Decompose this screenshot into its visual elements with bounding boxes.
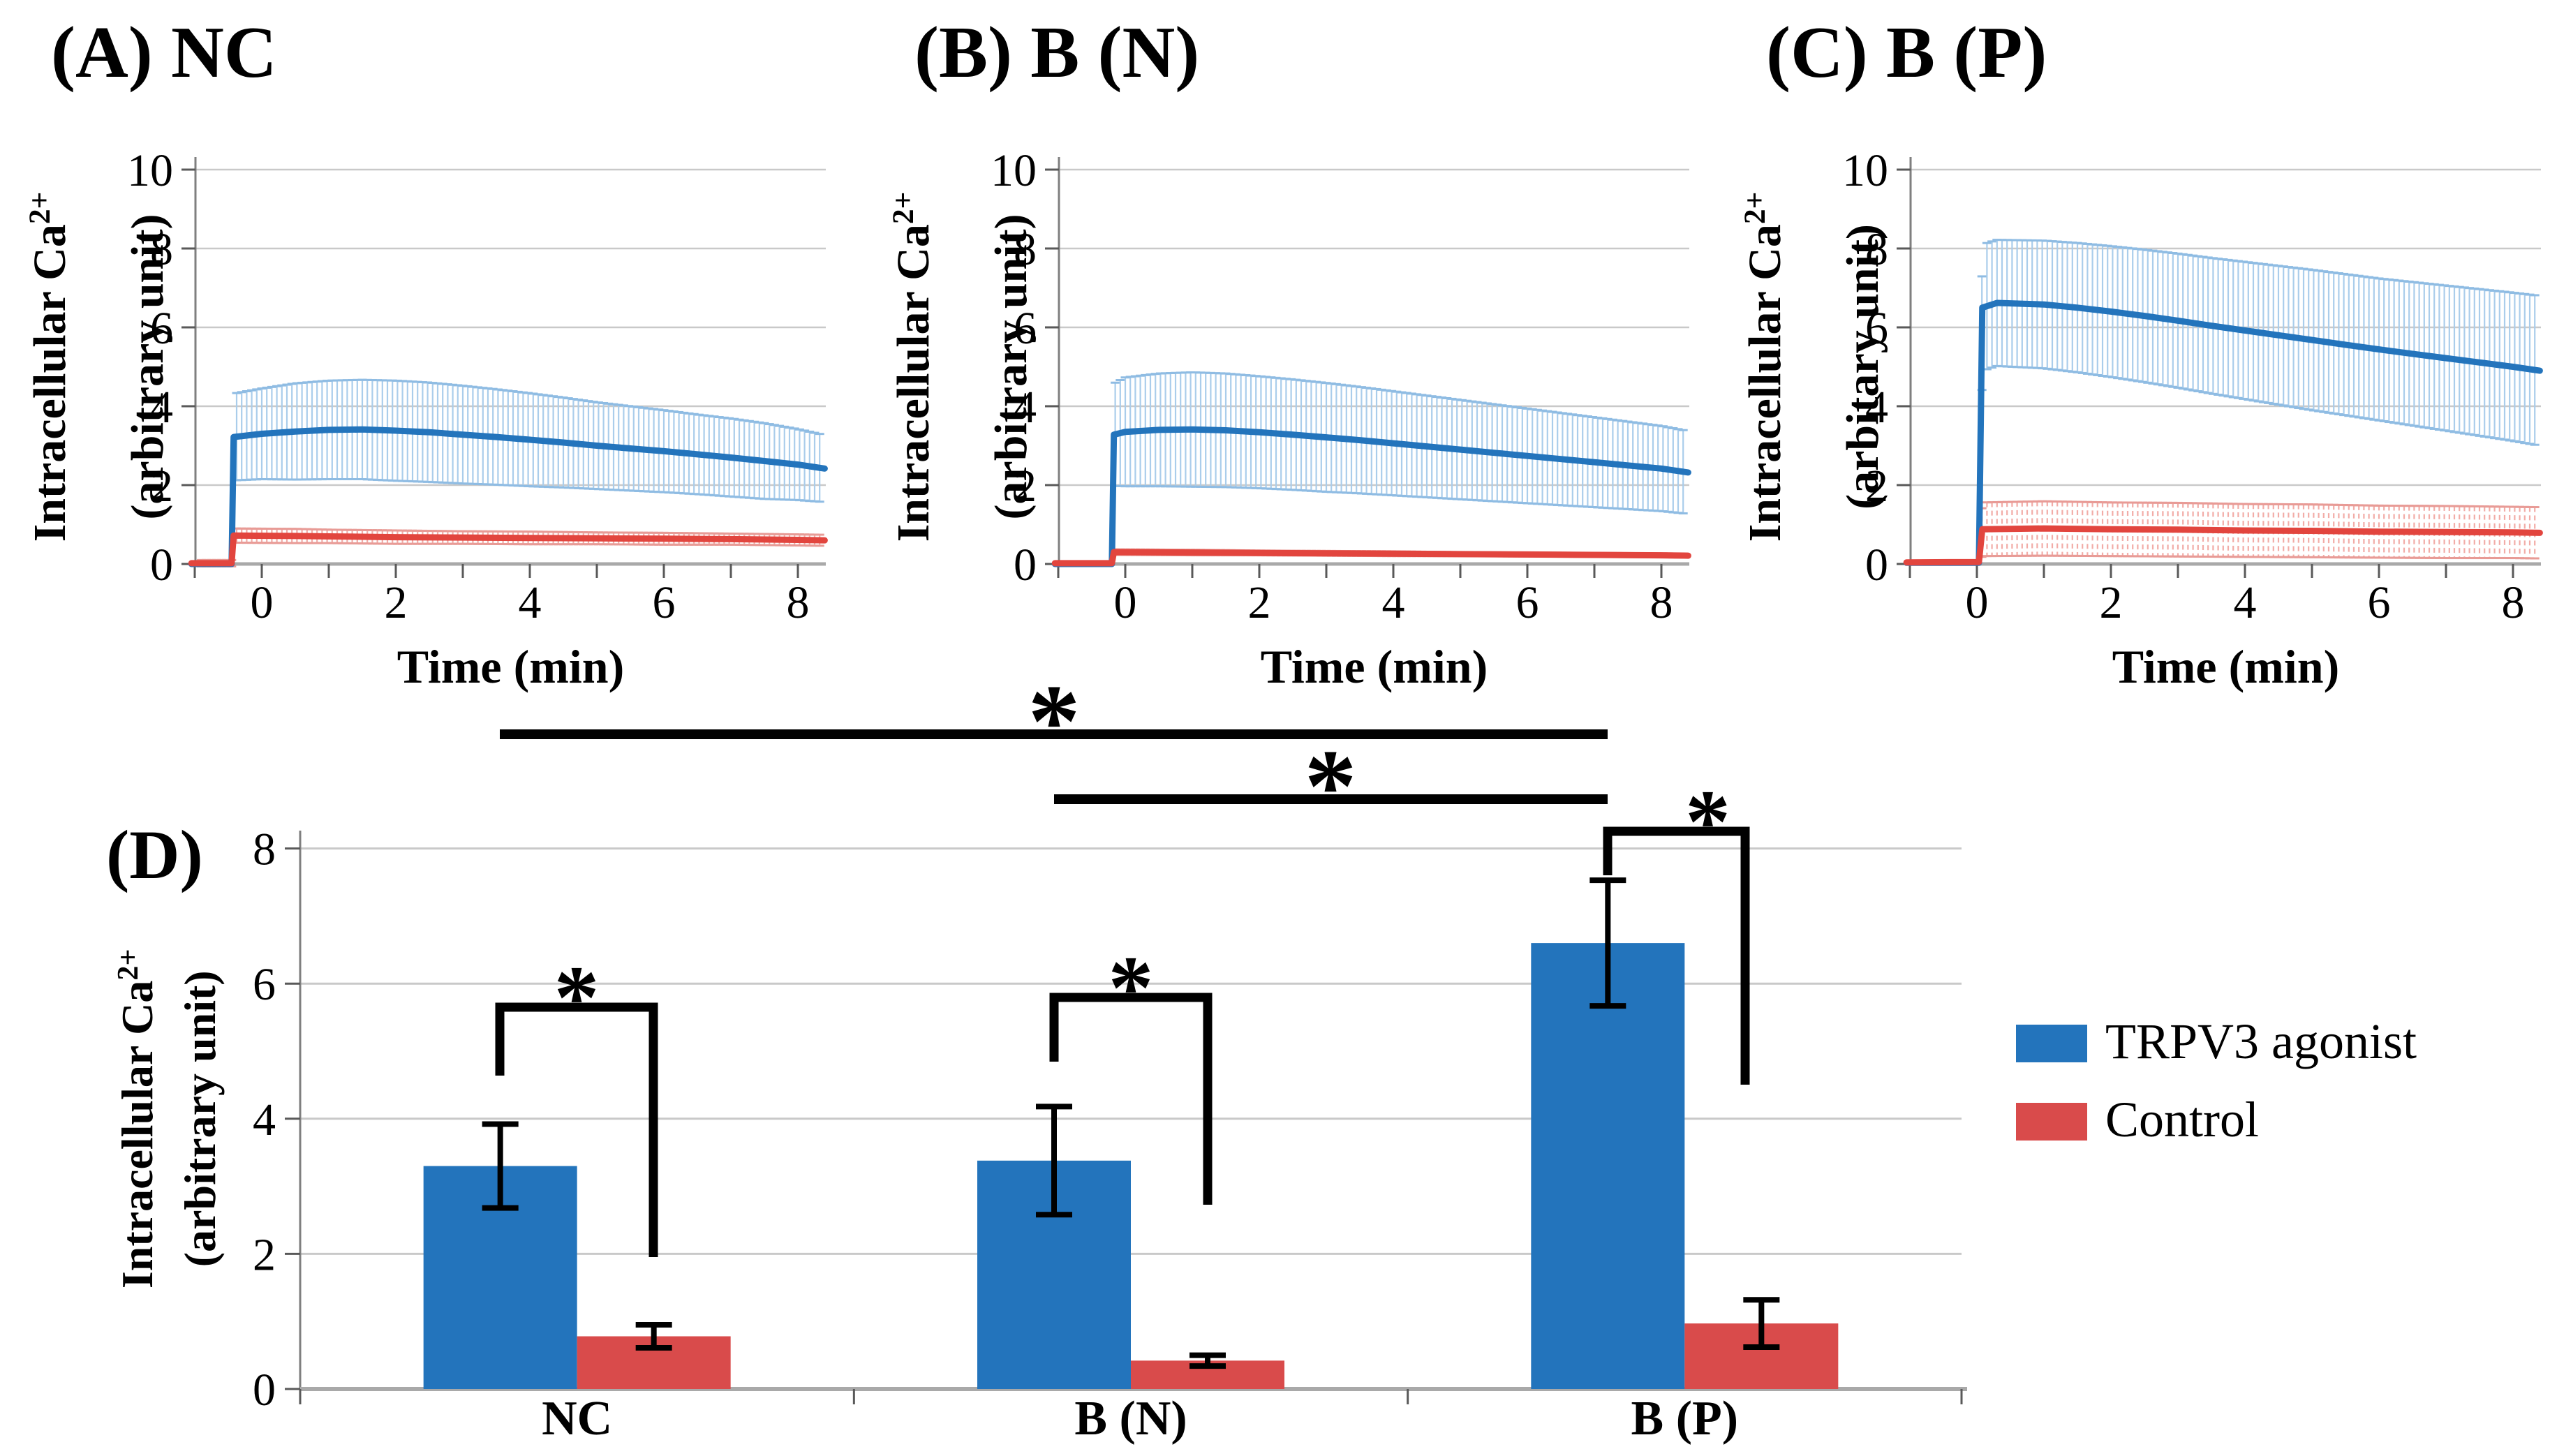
x-axis-title: Time (min) (397, 640, 625, 693)
x-axis-tick-label: 6 (2368, 577, 2391, 628)
x-axis-tick-label: 2 (1248, 577, 1271, 628)
x-axis-category-label: NC (542, 1392, 612, 1446)
control-line (188, 532, 828, 567)
y-axis-tick-label: 8 (253, 824, 276, 875)
y-axis-label: (arbitary unit) (1837, 224, 1888, 510)
panel-title: (B) B (N) (914, 11, 1199, 93)
y-axis-tick-label: 8 (150, 224, 173, 275)
x-axis-tick-label: 0 (1114, 577, 1137, 628)
y-axis-label: (arbitrary unit) (175, 970, 225, 1267)
x-axis-category-label: B (P) (1631, 1392, 1739, 1446)
panel-title: (D) (106, 816, 203, 893)
y-axis-tick-label: 6 (1014, 303, 1037, 354)
trpv3-agonist-error-band (1977, 239, 2540, 446)
y-axis-tick-label: 4 (1865, 382, 1888, 433)
panel-title: (C) B (P) (1766, 11, 2047, 93)
y-axis-tick-label: 2 (1014, 461, 1037, 512)
panel-b-line-chart: (B) B (N) Intracellular Ca2+ (arbitrary un… (887, 11, 1691, 693)
trpv3-agonist-bar (1531, 943, 1685, 1389)
y-axis-tick-label: 10 (991, 145, 1037, 196)
x-axis-tick-label: 2 (2100, 577, 2123, 628)
x-axis-tick-label: 6 (653, 577, 676, 628)
panel-c-line-chart: (C) B (P) Intracellular Ca2+ (arbitary uni… (1738, 11, 2543, 693)
x-axis-tick-label: 0 (251, 577, 274, 628)
trpv3-agonist-line (188, 426, 828, 567)
legend: TRPV3 agonist Control (2016, 1013, 2417, 1147)
y-axis-label: Intracellular Ca2+ (112, 949, 162, 1288)
x-axis-category-label: B (N) (1074, 1392, 1187, 1446)
y-axis-tick-label: 0 (1865, 540, 1888, 590)
legend-label: TRPV3 agonist (2105, 1013, 2417, 1069)
x-axis-tick-label: 4 (519, 577, 542, 628)
x-axis-tick-label: 4 (2234, 577, 2257, 628)
x-axis-tick-label: 0 (1966, 577, 1989, 628)
x-axis-tick-label: 8 (1650, 577, 1673, 628)
legend-swatch-control (2016, 1103, 2087, 1141)
legend-label: Control (2105, 1092, 2259, 1147)
y-axis-tick-label: 2 (1865, 461, 1888, 512)
y-axis-tick-label: 6 (150, 303, 173, 354)
panel-title: (A) NC (51, 11, 277, 93)
x-axis-tick-label: 8 (2502, 577, 2525, 628)
y-axis-tick-label: 10 (1842, 145, 1888, 196)
x-axis-tick-label: 2 (385, 577, 408, 628)
y-axis-label: Intracellular Ca2+ (1738, 192, 1791, 542)
y-axis-tick-label: 4 (253, 1094, 276, 1145)
y-axis-tick-label: 2 (253, 1229, 276, 1280)
legend-swatch-trpv3 (2016, 1025, 2087, 1062)
y-axis-label: Intracellular Ca2+ (887, 192, 939, 542)
control-line (1903, 525, 2543, 566)
x-axis-tick-label: 6 (1516, 577, 1539, 628)
y-axis-tick-label: 4 (1014, 382, 1037, 433)
y-axis-tick-label: 4 (150, 382, 173, 433)
y-axis-tick-label: 0 (150, 540, 173, 590)
panel-d-bar-chart: (D) Intracellular Ca2+ (arbitrary unit) 0 2 4… (106, 816, 2417, 1446)
x-axis-title: Time (min) (1261, 640, 1488, 693)
y-axis-tick-label: 6 (1865, 303, 1888, 354)
y-axis-tick-label: 8 (1865, 224, 1888, 275)
trpv3-agonist-line (1903, 299, 2543, 566)
x-axis-tick-label: 4 (1382, 577, 1405, 628)
x-axis-tick-label: 8 (787, 577, 810, 628)
y-axis-label: (arbitrary unit) (986, 214, 1037, 519)
y-axis-label: (arbitrary unit) (122, 214, 173, 519)
panel-a-line-chart: (A) NC Intracellular Ca2+ (arbitrary unit)… (23, 11, 828, 693)
trpv3-agonist-line (1051, 426, 1691, 567)
x-axis-title: Time (min) (2112, 640, 2340, 693)
y-axis-tick-label: 8 (1014, 224, 1037, 275)
control-line (1051, 549, 1691, 567)
y-axis-tick-label: 2 (150, 461, 173, 512)
y-axis-label: Intracellular Ca2+ (23, 192, 75, 542)
y-axis-tick-label: 6 (253, 959, 276, 1010)
y-axis-tick-label: 0 (1014, 540, 1037, 590)
y-axis-tick-label: 10 (127, 145, 173, 196)
control-error-band (197, 527, 824, 567)
y-axis-tick-label: 0 (253, 1365, 276, 1416)
